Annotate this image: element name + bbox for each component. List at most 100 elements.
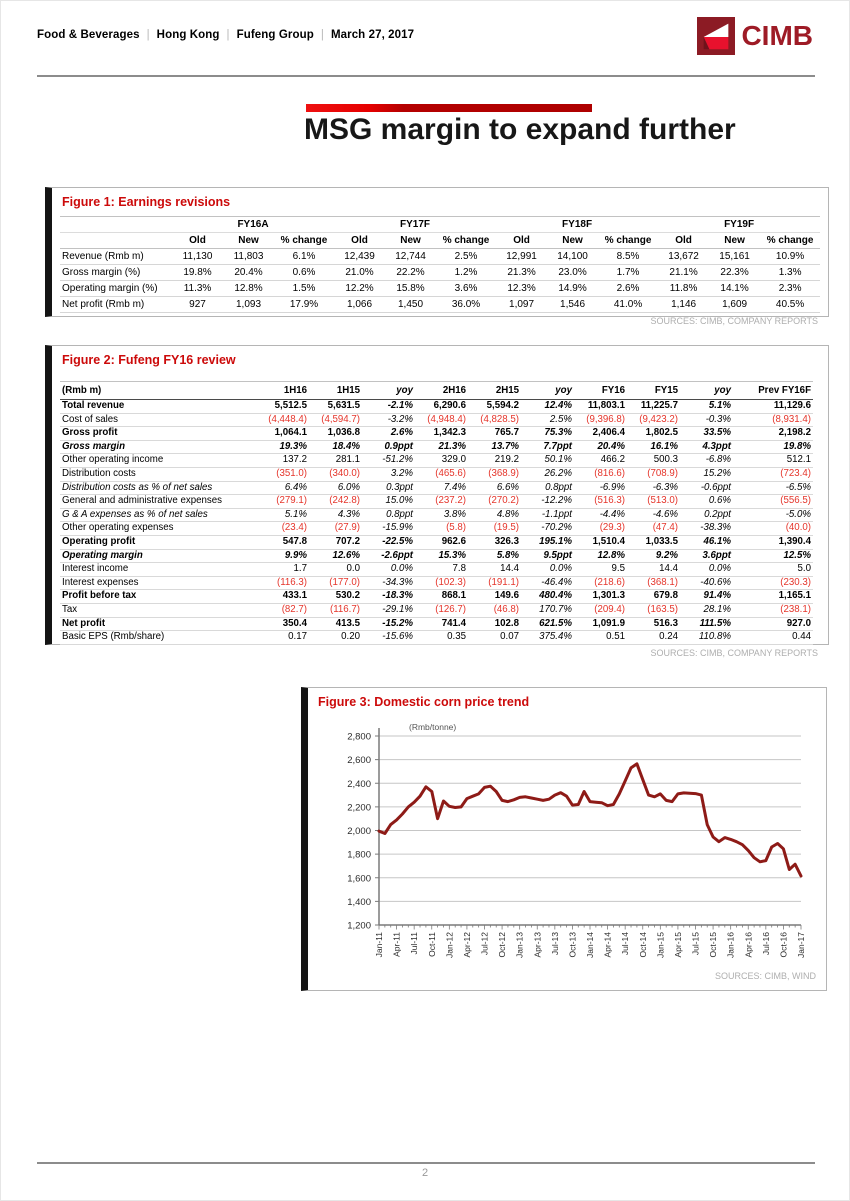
table-cell: 1,301.3 <box>574 589 627 604</box>
table-cell: 11,803.1 <box>574 399 627 414</box>
table-cell: 0.51 <box>574 630 627 645</box>
row-label: Operating margin <box>60 549 256 564</box>
table-row: Distribution costs (351.0) (340.0) 3.2% (465… <box>60 467 813 482</box>
row-label: Net profit <box>60 617 256 632</box>
table-cell: (218.6) <box>574 576 627 591</box>
table-cell: 4.3% <box>309 508 362 523</box>
x-tick-label: Apr-16 <box>743 932 753 958</box>
table-cell: 21.0% <box>334 264 386 281</box>
table-cell: (516.3) <box>574 494 627 509</box>
table-cell: 530.2 <box>309 589 362 604</box>
table-cell: 480.4% <box>521 589 574 604</box>
table-cell: 962.6 <box>415 535 468 550</box>
table-cell: 1,609 <box>709 296 761 313</box>
table-cell: (116.7) <box>309 603 362 618</box>
row-label: Operating profit <box>60 535 256 550</box>
table-cell: 0.0% <box>680 562 733 577</box>
row-label: Total revenue <box>60 399 256 414</box>
table-cell: 5,631.5 <box>309 399 362 414</box>
table-cell: (368.9) <box>468 467 521 482</box>
table-cell: 326.3 <box>468 535 521 550</box>
table-cell: (209.4) <box>574 603 627 618</box>
x-tick-label: Oct-12 <box>497 932 507 958</box>
table-cell: 14.1% <box>709 280 761 297</box>
table-cell: 4.8% <box>468 508 521 523</box>
chart-unit-label: (Rmb/tonne) <box>409 722 456 732</box>
table-cell: 111.5% <box>680 617 733 632</box>
row-label: Cost of sales <box>60 413 256 428</box>
table-cell: 28.1% <box>680 603 733 618</box>
x-tick-label: Jan-15 <box>655 932 665 958</box>
table-cell: 3.6% <box>436 280 497 297</box>
table-cell: 11.3% <box>172 280 223 297</box>
table-cell: 110.8% <box>680 630 733 645</box>
column-header: yoy <box>362 381 415 400</box>
table-cell: 0.20 <box>309 630 362 645</box>
table-cell: 11,225.7 <box>627 399 680 414</box>
table-cell: 2,198.2 <box>733 426 813 441</box>
table-cell: 500.3 <box>627 453 680 468</box>
table-cell: (163.5) <box>627 603 680 618</box>
table-cell: 5.1% <box>680 399 733 414</box>
y-tick-label: 1,200 <box>347 921 371 932</box>
table-row: Basic EPS (Rmb/share) 0.17 0.20 -15.6% 0.35 0… <box>60 630 813 645</box>
table-cell: 1.2% <box>436 264 497 281</box>
column-group-header: FY18F <box>496 216 659 233</box>
table-cell: 12.6% <box>309 549 362 564</box>
table-cell: (116.3) <box>256 576 309 591</box>
figure2-source: SOURCES: CIMB, COMPANY REPORTS <box>650 647 818 658</box>
table-cell: (340.0) <box>309 467 362 482</box>
table-cell: (708.9) <box>627 467 680 482</box>
x-tick-label: Jan-14 <box>585 932 595 958</box>
table-cell: 40.5% <box>760 296 821 313</box>
row-label: Profit before tax <box>60 589 256 604</box>
table-row: Gross margin 19.3% 18.4% 0.9ppt 21.3% 13.7% 7.… <box>60 440 813 455</box>
table-cell: 0.6% <box>274 264 335 281</box>
y-tick-label: 2,400 <box>347 779 371 790</box>
table-cell: 2.5% <box>521 413 574 428</box>
table-cell: (513.0) <box>627 494 680 509</box>
table-cell: -18.3% <box>362 589 415 604</box>
column-header: FY16 <box>574 381 627 400</box>
table-cell: 7.4% <box>415 481 468 496</box>
table-cell: 26.2% <box>521 467 574 482</box>
table-cell: 5,594.2 <box>468 399 521 414</box>
table-cell: (102.3) <box>415 576 468 591</box>
table-cell: 9.5ppt <box>521 549 574 564</box>
column-header: (Rmb m) <box>60 381 256 400</box>
table-cell: 5,512.5 <box>256 399 309 414</box>
table-cell: 12.8% <box>574 549 627 564</box>
table-cell: -1.1ppt <box>521 508 574 523</box>
cimb-logo: CIMB <box>697 17 813 55</box>
figure2-table-header: (Rmb m) 1H16 1H15 yoy 2H16 2H15 yoy FY16 FY15 yoy… <box>60 381 813 400</box>
table-cell: 14.4 <box>627 562 680 577</box>
x-tick-label: Jul-15 <box>691 932 701 955</box>
table-cell: (351.0) <box>256 467 309 482</box>
table-cell: 1,165.1 <box>733 589 813 604</box>
table-row: FY16A FY17F FY18F FY19F <box>60 216 821 233</box>
x-tick-label: Jan-12 <box>444 932 454 958</box>
table-row: Revenue (Rmb m) 11,130 11,803 6.1% 12,439 12,… <box>60 248 821 265</box>
table-cell: 5.8% <box>468 549 521 564</box>
x-tick-label: Oct-15 <box>708 932 718 958</box>
table-cell: -15.6% <box>362 630 415 645</box>
row-label: Operating margin (%) <box>60 280 172 297</box>
x-tick-label: Oct-16 <box>778 932 788 958</box>
table-cell: 12.8% <box>223 280 274 297</box>
table-cell: 6.6% <box>468 481 521 496</box>
table-row: G & A expenses as % of net sales 5.1% 4.3%… <box>60 508 813 523</box>
x-tick-label: Oct-11 <box>427 932 437 957</box>
column-header: 2H16 <box>415 381 468 400</box>
table-cell: (816.6) <box>574 467 627 482</box>
table-cell: 14.9% <box>547 280 599 297</box>
column-header: % change <box>760 232 821 249</box>
table-cell: 12.2% <box>334 280 386 297</box>
table-row: Distribution costs as % of net sales 6.4%… <box>60 481 813 496</box>
table-cell: 11.8% <box>658 280 710 297</box>
table-cell: 927 <box>172 296 223 313</box>
x-tick-label: Jan-11 <box>374 932 384 958</box>
table-row: Old New% change Old New% change Old New% chan… <box>60 232 821 249</box>
table-cell: 2.6% <box>362 426 415 441</box>
figure3-source: SOURCES: CIMB, WIND <box>714 971 816 981</box>
